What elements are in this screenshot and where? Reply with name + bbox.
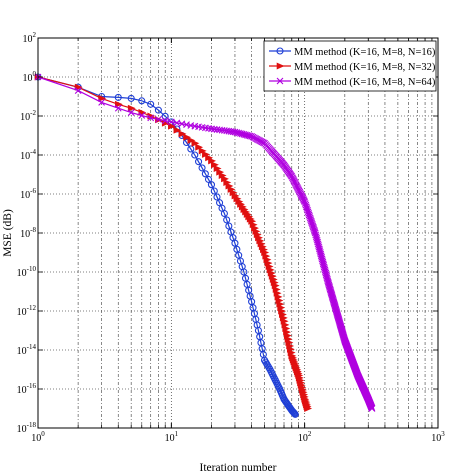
y-tick-label: 10-10 (17, 265, 37, 279)
x-tick-label: 102 (298, 430, 312, 444)
data-point (204, 175, 213, 183)
legend-label: MM method (K=16, M=8, N=32) (294, 62, 436, 73)
y-tick-label: 102 (23, 31, 37, 45)
data-point (178, 130, 187, 138)
x-tick-label: 100 (31, 430, 45, 444)
data-point (155, 115, 162, 123)
series-2 (34, 73, 313, 412)
data-point (114, 104, 122, 112)
data-point (191, 139, 200, 147)
legend-marker (276, 47, 284, 55)
data-point (98, 94, 107, 102)
x-axis-label: Iteration number (200, 462, 277, 474)
y-tick-label: 10-12 (17, 304, 37, 318)
legend-box (263, 40, 437, 92)
y-tick-label: 10-4 (20, 148, 36, 162)
data-point (161, 117, 169, 125)
data-point (127, 109, 135, 116)
data-point (187, 145, 195, 153)
data-point (213, 193, 221, 201)
data-point (240, 268, 248, 276)
legend-marker (276, 62, 285, 70)
data-point (304, 405, 313, 412)
data-point (291, 410, 299, 418)
data-point (208, 125, 215, 133)
data-point (114, 93, 122, 101)
legend-entry: MM method (K=16, M=8, N=16) (269, 47, 436, 58)
data-point (231, 239, 239, 247)
y-axis-label: MSE (dB) (2, 209, 14, 257)
x-tick-label: 103 (431, 430, 445, 444)
data-point (147, 100, 155, 108)
data-point (207, 181, 216, 189)
y-tick-label: 100 (23, 70, 37, 84)
data-point (147, 114, 155, 122)
data-point (194, 158, 203, 166)
data-point (210, 187, 218, 195)
y-tick-label: 10-14 (17, 343, 37, 357)
legend-entry: MM method (K=16, M=8, N=32) (269, 62, 436, 73)
data-point (98, 98, 106, 106)
tick-labels: 100 101 102 103 102 100 10-2 10-4 10-6 10-8 10-10 1… (17, 31, 446, 444)
axis-ticks (37, 37, 439, 429)
data-point (167, 118, 175, 126)
y-tick-label: 10-16 (17, 382, 37, 396)
data-point (198, 164, 206, 172)
data-point (127, 104, 136, 112)
y-tick-label: 10-2 (20, 109, 36, 123)
data-point (329, 294, 336, 302)
data-point (74, 87, 82, 95)
data-point (225, 222, 233, 230)
y-tick-label: 10-8 (20, 226, 36, 240)
data-point (290, 409, 298, 417)
data-point (168, 122, 176, 130)
data-point (368, 405, 376, 412)
data-point (154, 106, 162, 114)
data-point (114, 100, 123, 108)
data-point (173, 126, 182, 134)
data-point (201, 170, 209, 178)
series-3 (34, 73, 376, 412)
data-point (127, 94, 135, 102)
legend-label: MM method (K=16, M=8, N=64) (294, 77, 436, 88)
y-tick-label: 10-6 (20, 187, 36, 201)
data-point (191, 151, 199, 159)
data-point (183, 133, 192, 141)
data-point (223, 216, 231, 224)
legend-marker (276, 77, 284, 85)
data-point (220, 209, 228, 218)
data-point (161, 112, 169, 120)
x-tick-label: 101 (165, 430, 179, 444)
series-1 (34, 73, 299, 418)
data-point (291, 410, 299, 418)
legend: MM method (K=16, M=8, N=16) MM method (K=… (263, 40, 437, 92)
data-point (187, 136, 196, 144)
legend-entry: MM method (K=16, M=8, N=64) (269, 77, 436, 88)
data-point (138, 112, 146, 119)
y-tick-label: 10-18 (17, 421, 37, 435)
series-layer (34, 73, 376, 418)
legend-label: MM method (K=16, M=8, N=16) (294, 47, 436, 58)
data-point (138, 97, 146, 105)
